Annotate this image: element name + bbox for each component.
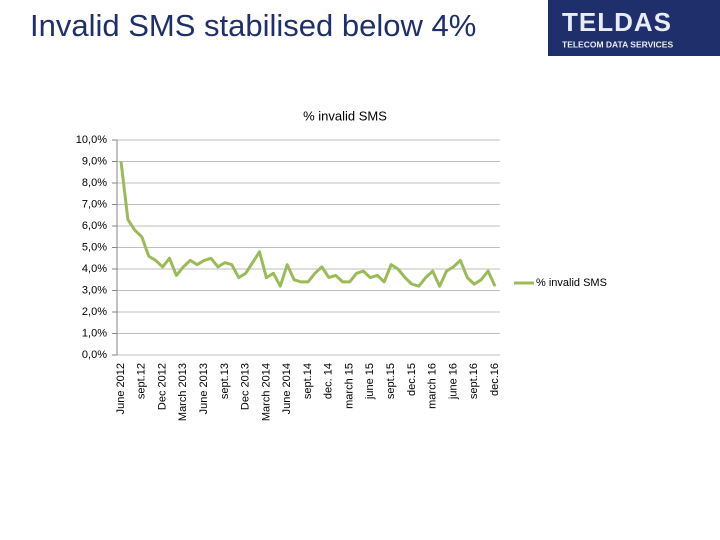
logo-tagline: TELECOM DATA SERVICES <box>562 39 673 49</box>
chart-title: % invalid SMS <box>303 108 387 123</box>
y-tick-label: 4,0% <box>82 263 107 275</box>
logo-box <box>548 0 720 56</box>
x-tick-label: sept.14 <box>302 363 314 399</box>
x-tick-label: sept.13 <box>219 363 231 399</box>
y-tick-label: 7,0% <box>82 198 107 210</box>
y-tick-label: 2,0% <box>82 306 107 318</box>
x-tick-label: dec. 14 <box>323 363 335 399</box>
x-tick-label: March 2014 <box>260 363 272 421</box>
y-tick-label: 9,0% <box>82 155 107 167</box>
x-tick-label: June 2013 <box>198 363 210 414</box>
x-tick-label: sept.15 <box>385 363 397 399</box>
x-tick-label: Dec 2013 <box>240 363 252 410</box>
legend-label: % invalid SMS <box>536 277 607 289</box>
x-tick-label: sept.12 <box>136 363 148 399</box>
y-tick-label: 1,0% <box>82 327 107 339</box>
x-tick-label: dec.15 <box>406 363 418 396</box>
x-tick-label: march 16 <box>427 363 439 409</box>
x-tick-label: June 2012 <box>115 363 127 414</box>
logo-name: TELDAS <box>562 7 672 37</box>
y-tick-label: 3,0% <box>82 284 107 296</box>
y-tick-label: 6,0% <box>82 220 107 232</box>
y-tick-label: 0,0% <box>82 349 107 361</box>
x-tick-label: june 15 <box>364 363 376 400</box>
x-tick-label: sept.16 <box>468 363 480 399</box>
x-tick-label: dec.16 <box>489 363 501 396</box>
x-tick-label: march 15 <box>343 363 355 409</box>
x-tick-label: March 2013 <box>177 363 189 421</box>
x-tick-label: Dec 2012 <box>156 363 168 410</box>
y-tick-label: 5,0% <box>82 241 107 253</box>
y-tick-label: 8,0% <box>82 177 107 189</box>
slide-title: Invalid SMS stabilised below 4% <box>30 8 476 43</box>
data-line <box>119 161 497 288</box>
x-tick-label: june 16 <box>447 363 459 400</box>
y-tick-label: 10,0% <box>76 134 107 146</box>
x-tick-label: June 2014 <box>281 363 293 414</box>
